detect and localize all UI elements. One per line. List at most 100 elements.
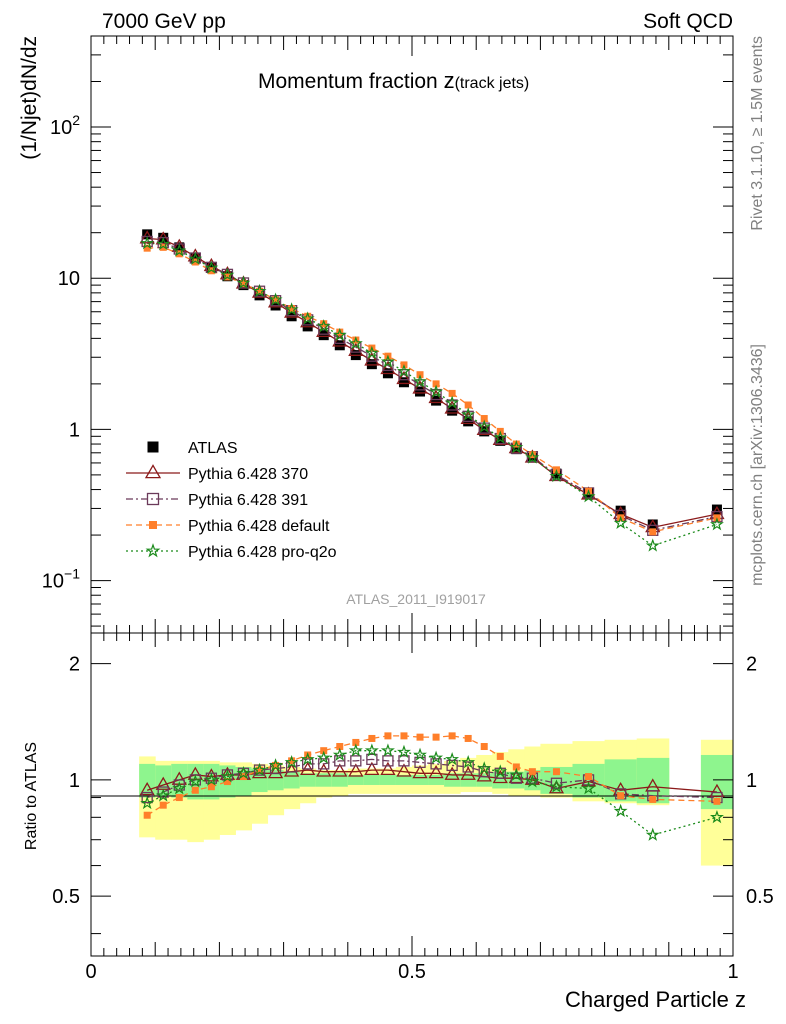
x-axis-ticks: 0 0.5 1	[85, 36, 739, 983]
ratio-y-tick-label-left: 1	[69, 770, 80, 792]
data-point-pq2o	[332, 327, 347, 342]
ratio-point-p370	[380, 761, 396, 776]
data-point-pq2o	[252, 283, 267, 298]
ratio-point-pq2o	[188, 774, 203, 788]
series-line-p370	[147, 237, 718, 529]
data-point-pdefault	[464, 401, 472, 409]
ratio-point-pq2o	[268, 758, 283, 772]
energy-label: 7000 GeV pp	[102, 10, 226, 33]
y-tick-label: 1	[69, 419, 80, 441]
stat-band-bin	[299, 773, 317, 787]
data-point-pdefault	[352, 336, 360, 344]
ratio-point-pdefault	[384, 732, 392, 740]
data-point-p370	[492, 431, 508, 446]
x-axis-label: Charged Particle z	[565, 987, 746, 1012]
series-line-p391	[147, 240, 718, 531]
stat-band-bin	[187, 763, 204, 800]
category-label: Soft QCD	[643, 10, 733, 33]
data-point-p370	[396, 370, 412, 385]
legend-label-p370: Pythia 6.428 370	[188, 466, 308, 483]
legend-label-atlas: ATLAS	[188, 440, 238, 457]
ratio-point-pdefault	[239, 773, 247, 781]
ratio-point-pq2o	[332, 747, 347, 761]
ratio-point-p391	[318, 758, 330, 770]
ratio-point-pq2o	[461, 755, 476, 769]
data-point-p370	[380, 360, 396, 375]
data-point-p391	[430, 388, 442, 401]
ratio-point-p391	[382, 755, 394, 767]
ratio-point-p370	[348, 763, 364, 777]
legend-marker-pdefault	[149, 521, 157, 529]
data-point-pq2o	[220, 267, 235, 281]
data-point-atlas	[479, 426, 490, 437]
ratio-point-p370	[316, 763, 332, 777]
legend-label-pq2o: Pythia 6.428 pro-q2o	[188, 544, 337, 561]
ratio-plot-panel: 2 2 1 1 0.5 0.5	[52, 632, 774, 957]
data-point-pq2o	[613, 515, 628, 530]
main-y-axis-label: (1/Njet)dN/dz	[18, 36, 41, 160]
ratio-point-p370	[364, 761, 380, 776]
stat-band-bin	[395, 774, 413, 785]
data-point-pdefault	[175, 250, 183, 258]
ratio-point-pq2o	[156, 788, 171, 802]
data-point-atlas	[334, 340, 345, 351]
ratio-point-pdefault	[272, 761, 280, 769]
data-point-atlas	[495, 435, 506, 446]
data-point-pq2o	[477, 419, 492, 433]
ratio-point-p370	[428, 764, 444, 779]
ratio-point-pdefault	[585, 773, 593, 781]
ratio-y-tick-label-left: 2	[69, 654, 80, 676]
data-point-atlas	[366, 359, 377, 370]
data-point-pdefault	[159, 243, 167, 251]
x-tick-label: 1	[727, 961, 738, 983]
ratio-uncertainty-bands	[139, 738, 734, 866]
ratio-point-p370	[508, 769, 524, 784]
data-point-p391	[446, 399, 458, 411]
ratio-point-pq2o	[477, 761, 492, 775]
ratio-point-pq2o	[300, 752, 315, 766]
ratio-y-tick-label-right: 0.5	[746, 886, 774, 908]
stat-band-bin	[363, 774, 381, 785]
ratio-point-p370	[139, 781, 155, 796]
data-point-atlas	[174, 242, 185, 253]
ratio-point-pq2o	[140, 795, 155, 810]
y-tick-label: 10	[58, 268, 80, 290]
data-point-pq2o	[268, 292, 283, 306]
data-point-pq2o	[364, 345, 379, 359]
data-point-atlas	[318, 330, 329, 341]
ratio-point-pdefault	[448, 732, 456, 740]
data-point-p391	[711, 510, 723, 523]
data-point-pq2o	[236, 275, 251, 289]
data-point-pq2o	[429, 384, 444, 398]
data-point-atlas	[447, 405, 458, 416]
ratio-data-layer	[139, 732, 725, 841]
x-tick-label: 0	[85, 961, 96, 983]
ratio-point-pq2o	[429, 750, 444, 764]
ratio-point-pq2o	[380, 743, 395, 757]
data-point-pdefault	[432, 380, 440, 388]
data-point-pq2o	[284, 302, 299, 316]
data-point-p370	[412, 380, 428, 394]
data-point-pdefault	[304, 312, 312, 320]
data-point-p370	[364, 352, 380, 366]
ratio-point-pdefault	[352, 738, 360, 746]
ratio-point-pdefault	[480, 743, 488, 751]
ratio-point-p370	[444, 766, 460, 780]
ratio-point-pq2o	[172, 781, 187, 795]
ratio-point-p370	[460, 766, 476, 780]
data-point-p370	[476, 421, 492, 435]
ratio-point-p391	[350, 755, 362, 767]
data-point-pq2o	[461, 407, 476, 421]
ratio-y-tick-label-left: 0.5	[52, 886, 80, 908]
data-point-pdefault	[143, 244, 151, 252]
data-point-atlas	[711, 504, 722, 515]
data-point-p391	[382, 359, 394, 372]
ratio-point-pdefault	[400, 732, 408, 740]
ratio-point-p370	[203, 768, 219, 782]
data-point-pq2o	[316, 319, 331, 333]
data-point-pq2o	[172, 243, 187, 257]
data-point-atlas	[551, 468, 562, 479]
y-tick-label: 10−1	[42, 566, 80, 593]
ratio-point-pq2o	[645, 827, 660, 841]
